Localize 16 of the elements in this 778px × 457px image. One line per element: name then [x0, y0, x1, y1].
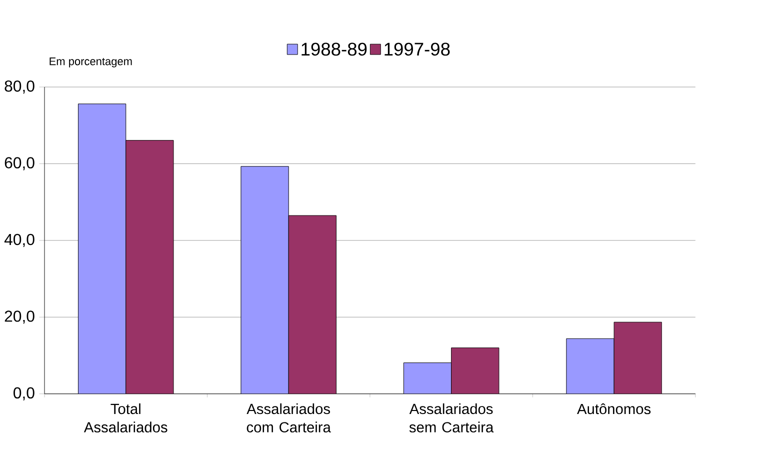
y-tick-label: 0,0: [14, 387, 34, 400]
y-tick-label: 20,0: [4, 310, 34, 324]
y-tick-label: 60,0: [4, 157, 34, 170]
y-tick-label: 40,0: [4, 234, 34, 247]
bar: [240, 166, 289, 394]
x-tick-label: Assalariados com Carteira: [246, 403, 331, 432]
x-tick-label: Total Assalariados: [84, 403, 168, 432]
y-axis-title: Em porcentagem: [50, 58, 132, 68]
y-tick-label: 80,0: [4, 80, 34, 94]
x-tick-label: Autônomos: [577, 403, 651, 414]
legend-label: 1988-89: [302, 42, 367, 56]
bar: [404, 362, 452, 394]
x-tick-label: Assalariados sem Carteira: [409, 403, 494, 432]
bar: [78, 104, 126, 394]
legend-label: 1997-98: [384, 42, 450, 56]
bar: [566, 338, 614, 394]
